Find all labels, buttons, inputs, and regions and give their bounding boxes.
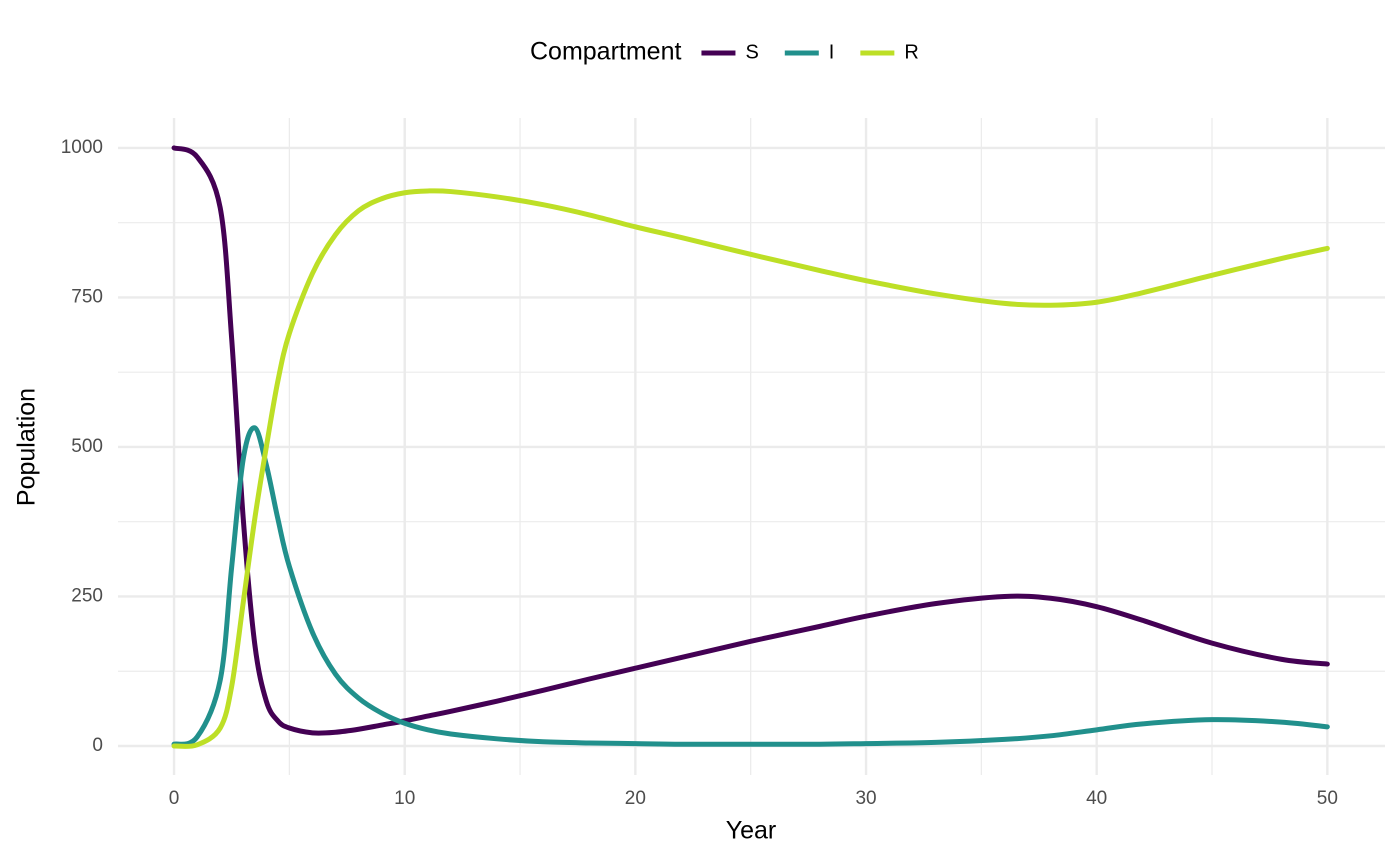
y-axis-title: Population — [13, 388, 41, 506]
series-line — [171, 188, 1330, 749]
y-tick-label: 750 — [71, 286, 103, 307]
x-axis-title: Year — [726, 817, 777, 845]
x-tick-label: 10 — [394, 788, 415, 809]
x-tick-label: 20 — [625, 788, 646, 809]
y-tick-label: 1000 — [61, 137, 103, 158]
lines — [171, 145, 1330, 749]
series-line — [171, 425, 1330, 747]
x-tick-label: 0 — [169, 788, 180, 809]
legend-title: Compartment — [530, 38, 681, 66]
legend: Compartment S I R — [530, 38, 919, 66]
x-tick-label: 50 — [1317, 788, 1338, 809]
x-tick-label: 30 — [855, 788, 876, 809]
legend-label: S — [745, 41, 758, 63]
y-tick-label: 0 — [92, 735, 103, 756]
y-tick-label: 500 — [71, 436, 103, 457]
grid — [118, 118, 1385, 775]
x-tick-label: 40 — [1086, 788, 1107, 809]
y-tick-label: 250 — [71, 585, 103, 606]
legend-label: R — [904, 41, 918, 63]
legend-label: I — [829, 41, 835, 63]
